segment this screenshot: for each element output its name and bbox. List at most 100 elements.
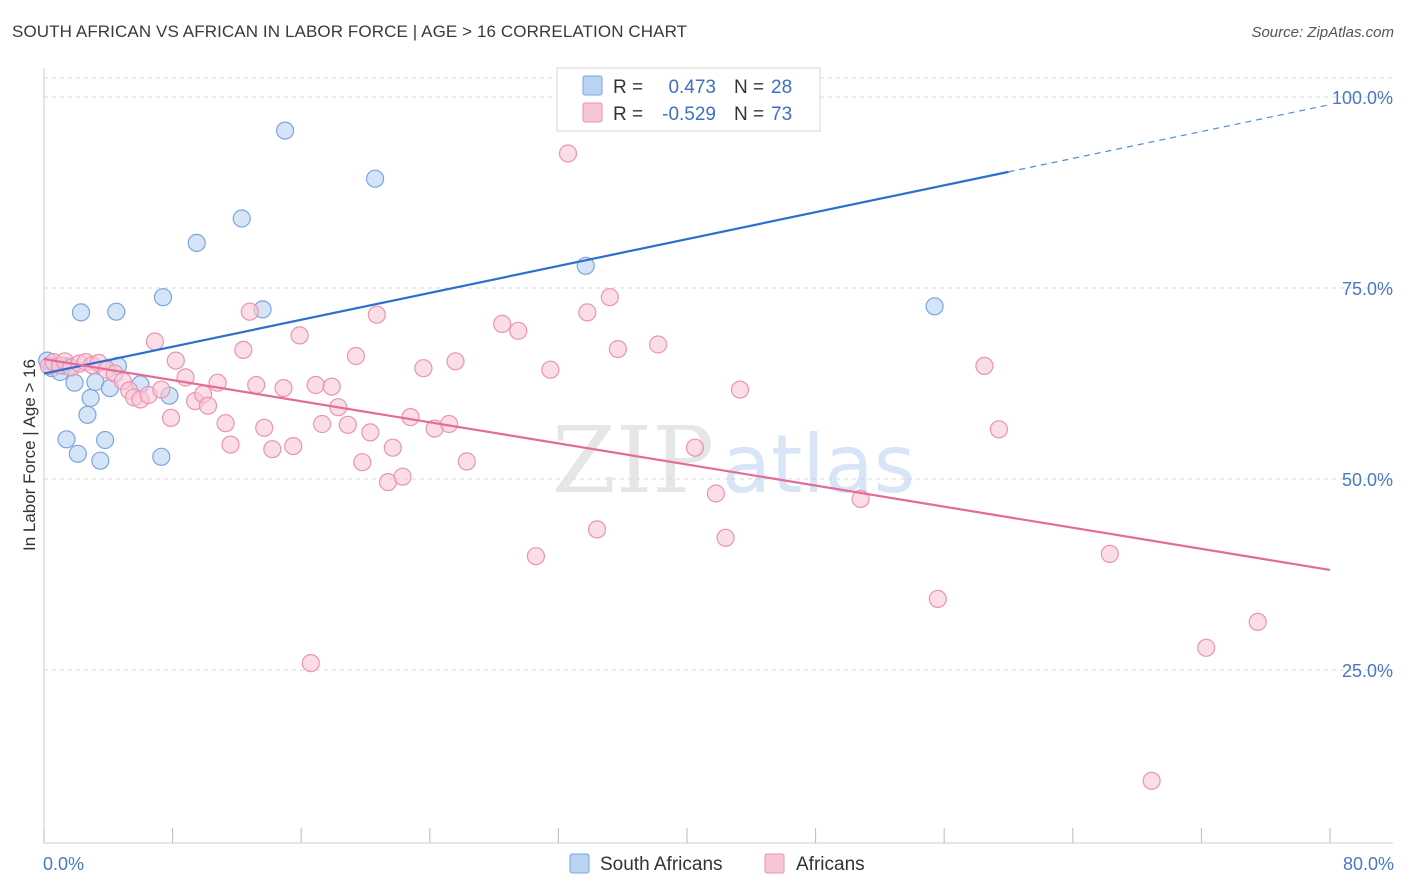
africans-point-73: [1142, 771, 1161, 790]
south-africans-point-12: [95, 430, 115, 450]
africans-point-58: [558, 144, 578, 163]
africans-point-66: [716, 528, 735, 547]
africans-point-47: [393, 467, 412, 486]
africans-point-67: [730, 380, 750, 399]
trend-line-africans: [43, 357, 1331, 572]
south-africans-point-17: [153, 288, 173, 307]
legend-n-value-2: 73: [771, 104, 792, 125]
africans-point-63: [648, 335, 668, 354]
africans-point-46: [383, 438, 402, 457]
africans-point-49: [414, 359, 433, 378]
legend-n-label-1: N =: [734, 77, 764, 98]
africans-point-74: [1197, 638, 1216, 657]
africans-point-65: [706, 484, 726, 503]
africans-point-36: [306, 375, 325, 395]
africans-point-44: [367, 305, 386, 324]
grid-lines: [44, 77, 1393, 671]
y-axis-label: In Labor Force | Age > 16: [20, 359, 39, 551]
africans-point-31: [263, 440, 282, 459]
bottom-legend-label-south-africans: South Africans: [600, 854, 723, 875]
south-africans-point-5: [65, 373, 84, 392]
legend-r-value-2: -0.529: [662, 104, 716, 125]
watermark-zip: ZIP: [552, 407, 714, 514]
y-tick-labels: 25.0% 50.0% 75.0% 100.0%: [1332, 88, 1393, 681]
africans-point-17: [152, 380, 171, 399]
legend-swatch-south-africans: [582, 75, 603, 96]
africans-point-43: [361, 423, 380, 442]
africans-point-64: [685, 438, 705, 457]
africans-point-57: [541, 360, 560, 379]
africans-point-70: [975, 356, 994, 375]
south-africans-point-26: [925, 297, 944, 316]
africans-point-34: [290, 326, 309, 345]
africans-point-60: [587, 520, 607, 539]
africans-point-75: [1248, 612, 1267, 632]
south-africans-point-23: [276, 121, 295, 140]
legend: R = 0.473 N = 28 R = -0.529 N = 73: [556, 67, 821, 132]
trend-line-south-africans-extension: [1008, 104, 1331, 173]
africans-point-72: [1100, 544, 1119, 564]
africans-point-30: [255, 418, 274, 437]
africans-point-42: [353, 453, 372, 472]
south-africans-point-6: [68, 444, 87, 463]
africans-point-41: [346, 346, 365, 366]
y-tick-label-75: 75.0%: [1342, 279, 1393, 299]
africans-point-28: [240, 302, 259, 321]
south-africans-point-9: [81, 388, 100, 408]
legend-n-label-2: N =: [734, 104, 764, 125]
axes: [43, 68, 1393, 844]
chart-title: SOUTH AFRICAN VS AFRICAN IN LABOR FORCE …: [12, 22, 688, 41]
bottom-legend-swatch-africans: [764, 853, 785, 874]
y-tick-label-100: 100.0%: [1332, 88, 1393, 108]
south-africans-point-19: [152, 447, 171, 466]
africans-point-40: [338, 415, 357, 434]
legend-n-value-1: 28: [771, 77, 792, 98]
points: [38, 121, 1267, 790]
africans-point-19: [166, 351, 185, 370]
x-tick-label-min: 0.0%: [43, 854, 84, 874]
africans-point-25: [216, 414, 235, 433]
africans-point-37: [313, 414, 332, 434]
bottom-legend-swatch-south-africans: [569, 853, 590, 874]
africans-point-53: [457, 452, 476, 471]
africans-point-33: [284, 437, 303, 456]
africans-point-26: [221, 435, 240, 454]
south-africans-point-7: [71, 303, 91, 322]
africans-point-29: [247, 375, 266, 395]
south-africans-point-3: [57, 430, 76, 449]
africans-point-61: [600, 288, 619, 307]
africans-point-54: [493, 314, 512, 333]
africans-point-62: [608, 340, 628, 359]
x-tick-label-max: 80.0%: [1343, 854, 1394, 874]
y-tick-label-25: 25.0%: [1342, 661, 1393, 681]
africans-point-55: [509, 321, 528, 340]
trend-line-south-africans: [43, 170, 1009, 375]
trend-lines: [43, 104, 1331, 572]
africans-point-52: [446, 352, 465, 371]
bottom-legend: South Africans Africans: [569, 853, 865, 875]
africans-point-59: [578, 303, 597, 322]
south-africans-point-21: [232, 209, 251, 228]
watermark: ZIP atlas: [552, 407, 915, 514]
africans-point-56: [526, 547, 546, 566]
africans-point-35: [301, 653, 320, 673]
y-tick-label-50: 50.0%: [1342, 470, 1393, 490]
africans-point-32: [274, 379, 293, 398]
south-africans-point-11: [91, 451, 110, 470]
legend-swatch-africans: [582, 102, 603, 123]
south-africans-point-8: [78, 405, 97, 424]
africans-point-27: [234, 340, 253, 359]
legend-r-value-1: 0.473: [668, 77, 716, 98]
africans-point-69: [928, 589, 947, 609]
africans-point-23: [198, 396, 218, 415]
africans-point-16: [145, 332, 164, 351]
south-africans-point-20: [187, 233, 206, 252]
bottom-legend-label-africans: Africans: [796, 854, 865, 875]
watermark-atlas: atlas: [722, 418, 915, 511]
africans-point-18: [161, 408, 181, 427]
south-africans-point-14: [107, 302, 126, 321]
africans-point-38: [322, 377, 341, 396]
legend-r-label-2: R =: [613, 104, 643, 125]
legend-r-label-1: R =: [613, 77, 643, 98]
